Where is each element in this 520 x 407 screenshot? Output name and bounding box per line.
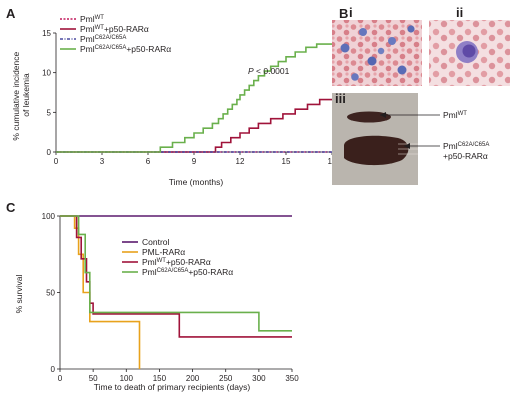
panel-a-p-value: P < 0.0001: [248, 66, 290, 76]
panel-c-x-tick-label: 150: [153, 374, 167, 383]
panel-a-x-axis-label: Time (months): [169, 177, 224, 187]
sub-label-ii: ii: [456, 5, 463, 20]
panel-c-x-tick-label: 50: [89, 374, 98, 383]
panel-c-x-tick-label: 300: [252, 374, 266, 383]
panel-c-series-line-2: [60, 215, 141, 369]
panel-a-series-line-2: [56, 98, 332, 153]
panel-a-letter: A: [6, 6, 16, 21]
sub-label-iii: iii: [335, 91, 346, 106]
blood-smear-image-ii: [429, 20, 510, 86]
spleen-photo-iii: [332, 93, 418, 185]
p-value-text: < 0.0001: [254, 66, 290, 76]
panel-b-letter: B: [339, 6, 348, 21]
panel-a-x-tick-label: 12: [236, 157, 245, 166]
panel-c-legend-label-2: PML-RARα: [142, 247, 185, 257]
panel-a-y-axis-label: % cumulative incidence of leukemia: [11, 49, 31, 140]
panel-c-legend-label-4: PmlC62A/C65A+p50-RARα: [142, 267, 233, 277]
panel-c-series-line-3: [60, 215, 292, 338]
panel-c-letter: C: [6, 200, 16, 215]
panel-c-y-axis-label: % survival: [14, 275, 24, 314]
panel-a-legend-label-1: PmlWT: [80, 14, 104, 24]
panel-c-x-tick-label: 350: [285, 374, 299, 383]
panel-c-y-tick-label: 0: [51, 365, 56, 374]
panel-c-y-tick-label: 50: [46, 289, 55, 298]
panel-c-y-tick-label: 100: [42, 212, 56, 221]
panel-c-legend-label-1: Control: [142, 237, 170, 247]
panel-a-series: [56, 43, 332, 153]
panel-a-y-tick-label: 10: [42, 69, 51, 78]
panel-c: C % survival Time to death of primary re…: [6, 200, 299, 392]
panel-c-series-line-4: [60, 215, 292, 332]
panel-b: B i ii: [332, 5, 510, 185]
p-value-symbol: P: [248, 66, 254, 76]
panel-c-axes: 0 50 100 150 200 250 300 350 0 50 100: [42, 212, 300, 383]
panel-a-legend-label-2: PmlWT+p50-RARα: [80, 24, 149, 34]
sub-label-i: i: [349, 5, 353, 20]
panel-c-x-tick-label: 100: [120, 374, 134, 383]
panel-a-y-label-line1: % cumulative incidence: [11, 52, 21, 141]
panel-c-legend: ControlPML-RARαPmlWT+p50-RARαPmlC62A/C65…: [122, 237, 233, 277]
panel-c-x-tick-label: 0: [58, 374, 63, 383]
panel-a-legend: PmlWTPmlWT+p50-RARαPmlC62A/C65APmlC62A/C…: [60, 14, 171, 54]
panel-a-y-tick-label: 5: [47, 108, 52, 117]
panel-a-x-tick-label: 3: [100, 157, 105, 166]
panel-a-x-tick-label: 15: [282, 157, 291, 166]
panel-a-x-tick-label: 6: [146, 157, 151, 166]
panel-c-legend-label-3: PmlWT+p50-RARα: [142, 257, 211, 267]
panel-c-series: [60, 215, 292, 369]
panel-a-x-tick-label: 9: [192, 157, 197, 166]
panel-a-legend-label-3: PmlC62A/C65A: [80, 34, 126, 44]
panel-a: A % cumulative incidence of leukemia Tim…: [6, 6, 337, 187]
panel-a-y-label-line2: of leukemia: [21, 73, 31, 117]
panel-c-x-axis-label: Time to death of primary recipients (day…: [94, 382, 251, 392]
blood-smear-image-i: [332, 20, 422, 86]
panel-a-y-tick-label: 0: [47, 148, 52, 157]
panel-c-x-tick-label: 200: [186, 374, 200, 383]
panel-a-y-tick-label: 15: [42, 29, 51, 38]
spleen-label-mutant: PmlC62A/C65A +p50-RARα: [443, 138, 492, 161]
spleen-label-wt: PmlWT: [443, 110, 467, 120]
panel-a-legend-label-4: PmlC62A/C65A+p50-RARα: [80, 44, 171, 54]
panel-a-x-tick-label: 0: [54, 157, 59, 166]
panel-a-series-line-4: [56, 43, 332, 153]
spleen-arrows: [380, 112, 440, 149]
panel-c-x-tick-label: 250: [219, 374, 233, 383]
